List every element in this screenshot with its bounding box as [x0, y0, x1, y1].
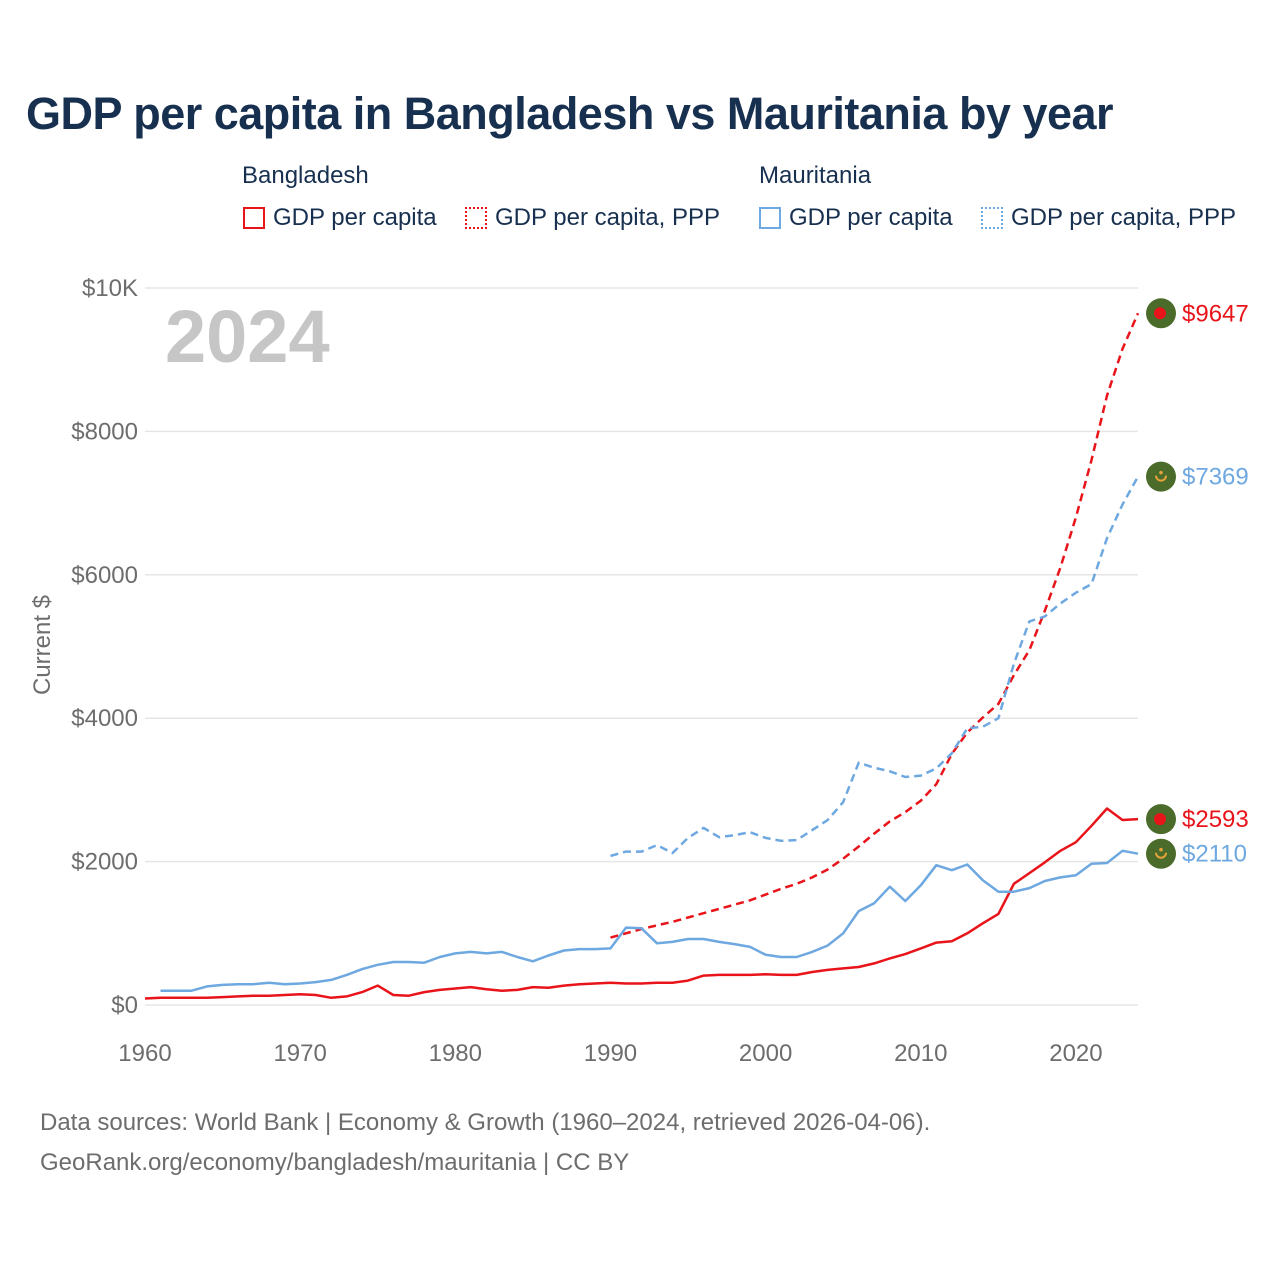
- x-tick-label: 2010: [894, 1040, 947, 1067]
- year-watermark: 2024: [165, 295, 330, 378]
- x-tick-label: 1970: [273, 1040, 326, 1067]
- series-line-mauritania-gdp-per-capita: [160, 849, 1139, 992]
- y-axis-ticks: $0 $2000 $4000 $6000 $8000 $10K: [71, 275, 138, 1019]
- end-value-label: $2110: [1182, 841, 1247, 868]
- legend-bangladesh-gdp-ppp[interactable]: GDP per capita, PPP: [465, 204, 720, 232]
- y-tick-label: $4000: [71, 705, 138, 732]
- legend-group-bangladesh: Bangladesh: [242, 162, 369, 189]
- end-marker: [1146, 838, 1176, 869]
- legend-mauritania-gdp-ppp[interactable]: GDP per capita, PPP: [981, 204, 1236, 232]
- end-marker: [1146, 461, 1176, 492]
- end-value-label: $2593: [1182, 806, 1249, 833]
- legend-label: GDP per capita: [273, 204, 437, 231]
- flag-disc-icon: [1154, 813, 1166, 826]
- legend-label: GDP per capita, PPP: [1011, 204, 1236, 231]
- series-line-mauritania-gdp-per-capita-ppp: [610, 475, 1140, 858]
- x-tick-label: 2000: [739, 1040, 792, 1067]
- x-tick-label: 2020: [1049, 1040, 1102, 1067]
- y-tick-label: $10K: [82, 275, 138, 302]
- legend-swatch-mauritania-gdp: [759, 207, 781, 229]
- source-link[interactable]: GeoRank.org/economy/bangladesh/mauritani…: [40, 1149, 630, 1176]
- crescent-icon: [1155, 475, 1167, 482]
- flag-disc-icon: [1154, 307, 1166, 320]
- series-lines: [144, 312, 1140, 1000]
- y-tick-label: $2000: [71, 849, 138, 876]
- y-tick-label: $6000: [71, 562, 138, 589]
- star-icon: [1159, 847, 1163, 852]
- legend-swatch-bangladesh-gdp: [243, 207, 265, 229]
- legend-label: GDP per capita: [789, 204, 953, 231]
- y-tick-label: $8000: [71, 418, 138, 445]
- legend-label: GDP per capita, PPP: [495, 204, 720, 231]
- crescent-icon: [1155, 852, 1167, 859]
- x-tick-label: 1980: [429, 1040, 482, 1067]
- star-icon: [1159, 470, 1163, 475]
- legend-group-mauritania: Mauritania: [759, 162, 872, 189]
- x-axis-ticks: 1960 1970 1980 1990 2000 2010 2020: [118, 1040, 1102, 1067]
- end-value-label: $7369: [1182, 464, 1249, 491]
- end-value-label: $9647: [1182, 300, 1249, 327]
- x-tick-label: 1960: [118, 1040, 171, 1067]
- legend-swatch-mauritania-ppp: [981, 207, 1003, 229]
- y-axis-label: Current $: [29, 595, 56, 695]
- legend-bangladesh-gdp[interactable]: GDP per capita: [243, 204, 437, 232]
- x-tick-label: 1990: [584, 1040, 637, 1067]
- series-line-bangladesh-gdp-per-capita-ppp: [610, 312, 1140, 939]
- series-line-bangladesh-gdp-per-capita: [144, 807, 1139, 1000]
- legend-swatch-bangladesh-ppp: [465, 207, 487, 229]
- chart-title: GDP per capita in Bangladesh vs Mauritan…: [26, 88, 1114, 139]
- y-tick-label: $0: [111, 992, 138, 1019]
- data-source-note: Data sources: World Bank | Economy & Gro…: [40, 1109, 931, 1136]
- gridlines: [145, 287, 1138, 1006]
- end-markers: $2593 $9647 $2110 $7369: [1146, 298, 1249, 869]
- legend-mauritania-gdp[interactable]: GDP per capita: [759, 204, 953, 232]
